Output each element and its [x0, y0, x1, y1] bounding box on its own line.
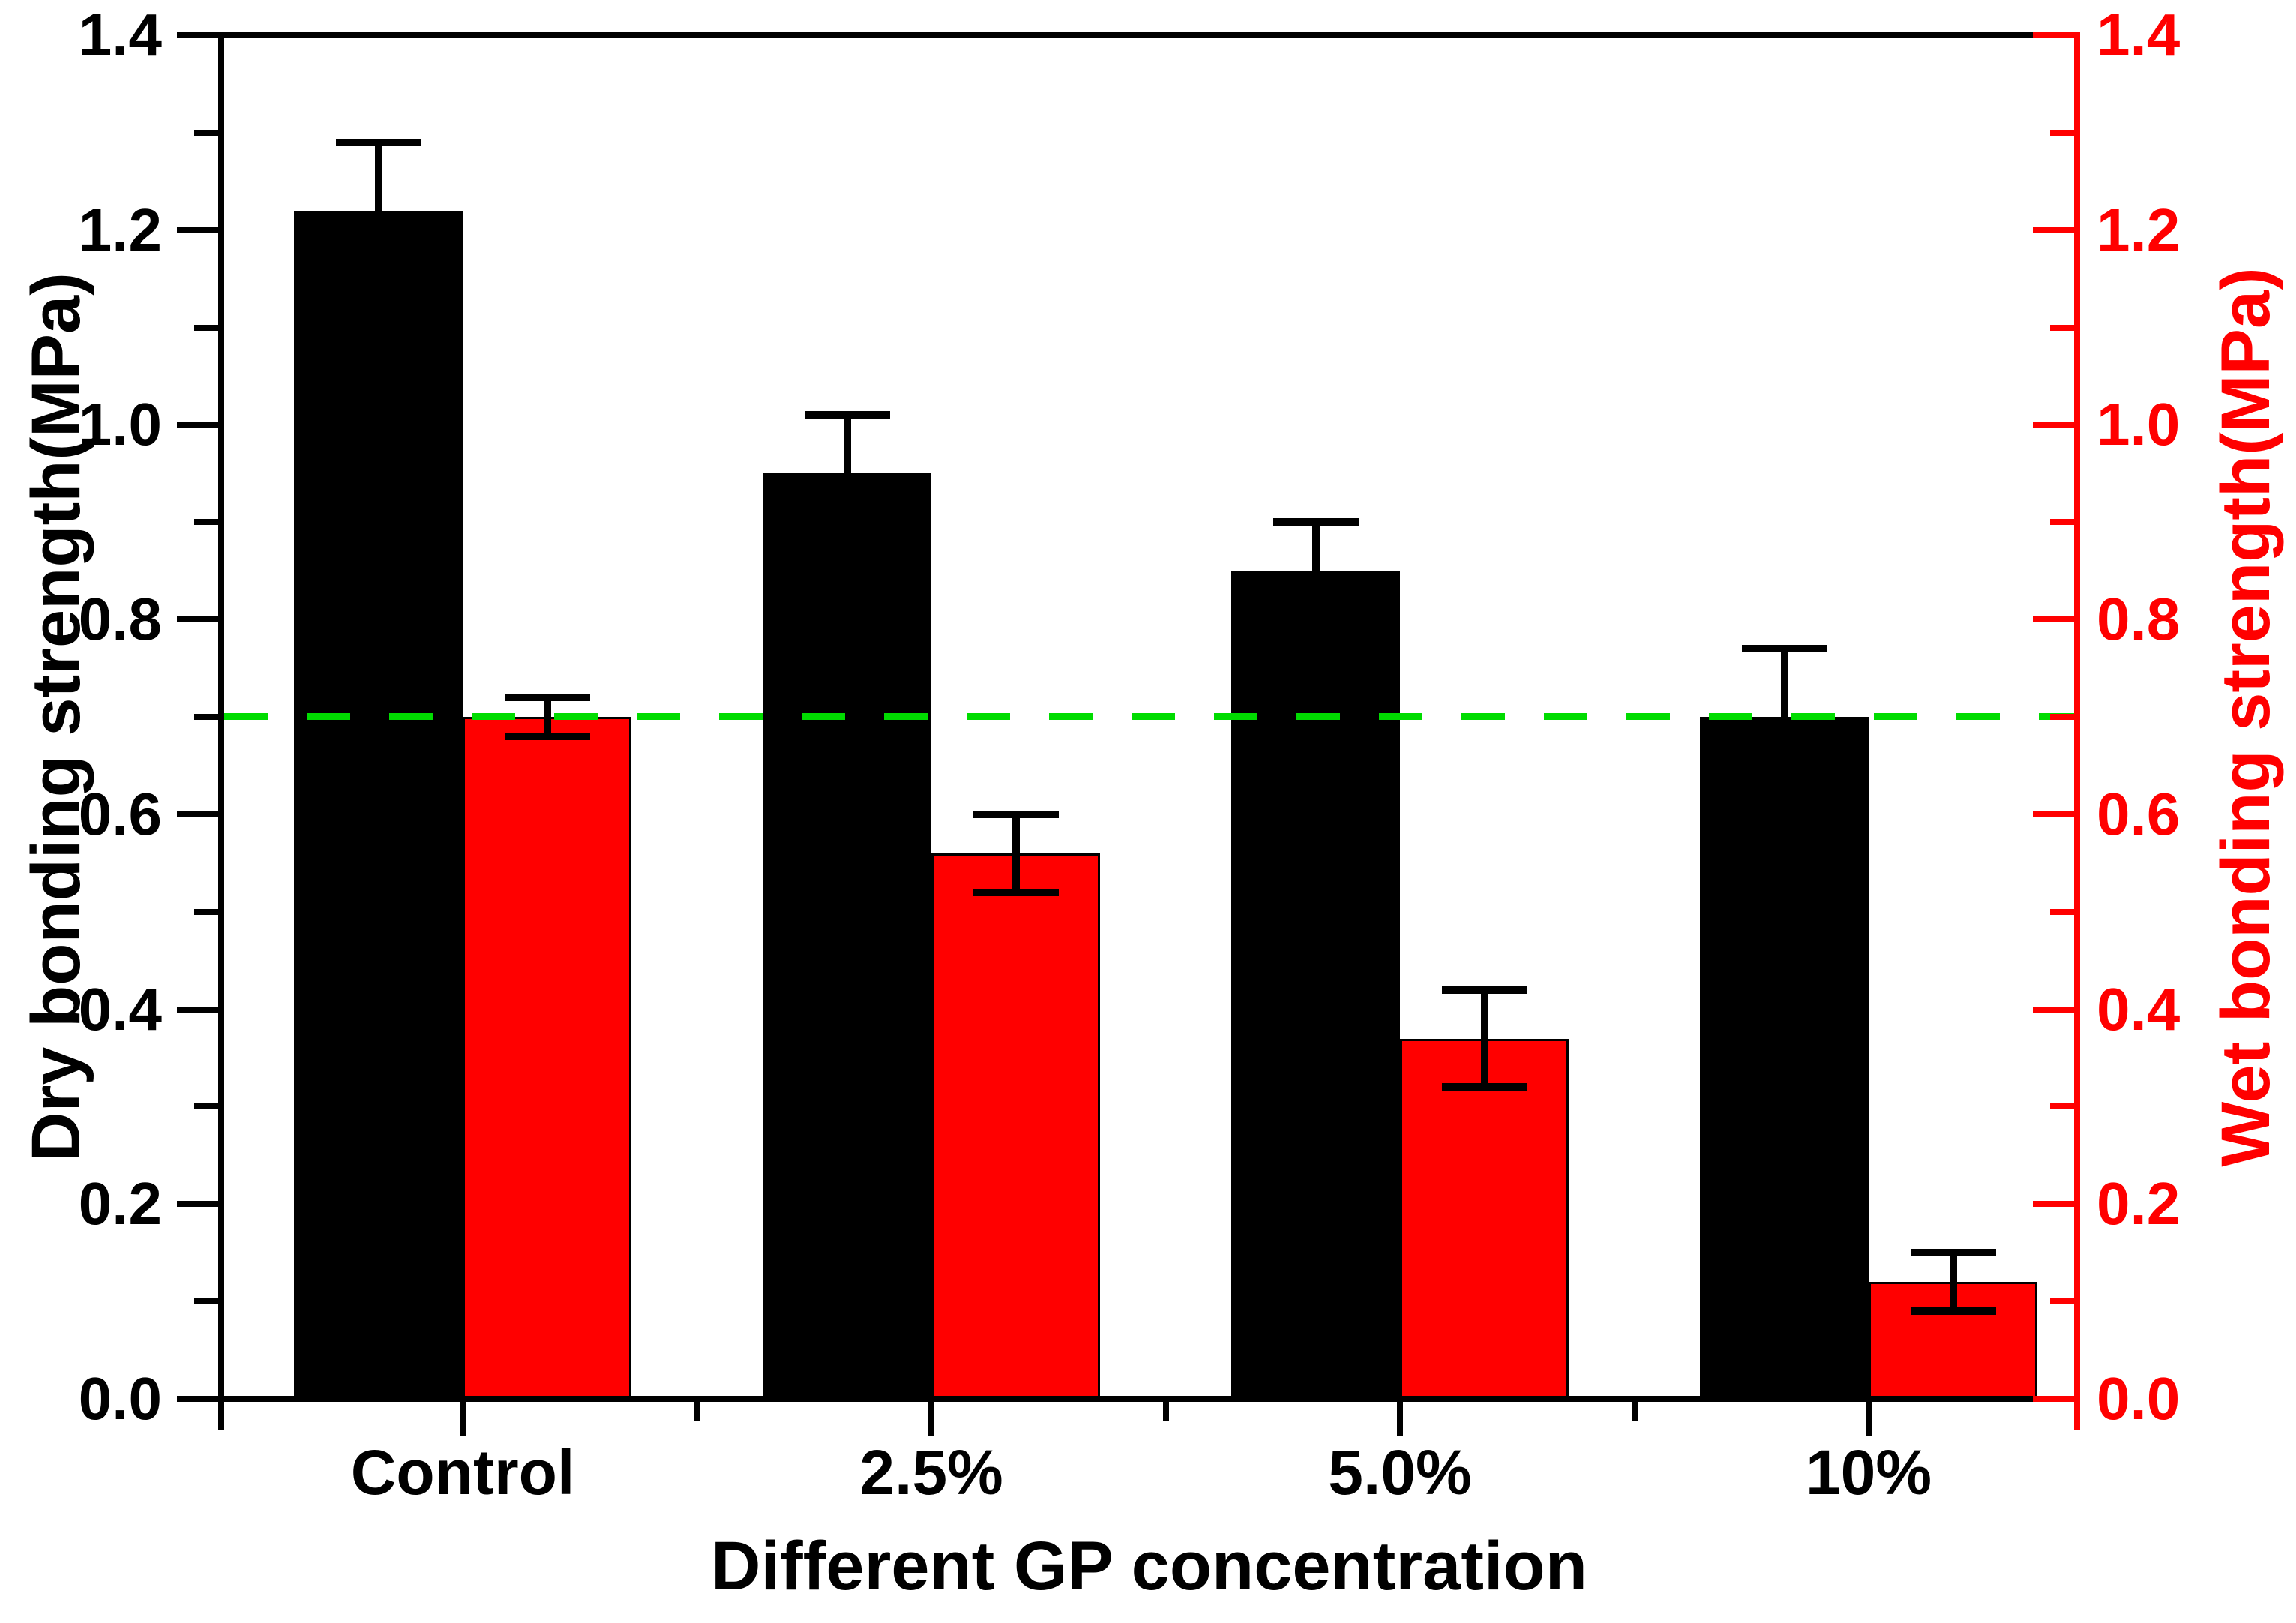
wet-errorbar-10%-cap-bottom [1910, 1307, 1996, 1316]
x-category-label-10%: 10% [1805, 1437, 1932, 1508]
left-major-tick-0.8 [177, 616, 218, 623]
left-major-tick-0.4 [177, 1006, 218, 1012]
x-minor-tick [1162, 1402, 1169, 1421]
x-minor-tick [694, 1402, 700, 1421]
wet-errorbar-Control-cap-top [504, 694, 590, 702]
right-minor-tick-0.9 [2050, 519, 2074, 526]
x-category-label-5.0%: 5.0% [1328, 1437, 1472, 1508]
right-major-tick-0.0 [2033, 1396, 2074, 1402]
dry-errorbar-Control-cap-bottom [335, 274, 421, 283]
left-minor-tick-0.1 [194, 1298, 218, 1305]
left-tick-label-0.4: 0.4 [78, 975, 162, 1042]
reference-line [224, 713, 2074, 720]
wet-bar-2.5% [931, 853, 1100, 1399]
right-major-tick-0.2 [2033, 1201, 2074, 1208]
dry-errorbar-10%-cap-top [1741, 645, 1827, 653]
wet-errorbar-2.5%-cap-top [973, 810, 1059, 818]
left-minor-tick-1.1 [194, 324, 218, 331]
left-major-tick-1.0 [177, 422, 218, 428]
left-tick-label-0.2: 0.2 [78, 1170, 162, 1238]
left-tick-label-1.2: 1.2 [78, 196, 162, 263]
right-tick-label-1.2: 1.2 [2097, 196, 2181, 263]
wet-errorbar-5.0%-cap-top [1441, 986, 1527, 994]
wet-bar-Control [463, 717, 631, 1399]
right-tick-label-1.0: 1.0 [2097, 391, 2181, 458]
left-minor-tick-1.3 [194, 129, 218, 136]
x-major-tick-5.0% [1397, 1402, 1403, 1436]
x-major-tick-10% [1866, 1402, 1872, 1436]
x-category-label-Control: Control [350, 1437, 575, 1508]
left-minor-tick-0.3 [194, 1103, 218, 1110]
dry-errorbar-5.0%-cap-top [1272, 518, 1359, 526]
y-axis-right-spine [2074, 32, 2080, 1402]
left-tick-label-0.6: 0.6 [78, 780, 162, 848]
right-major-tick-0.4 [2033, 1006, 2074, 1012]
right-tick-label-0.0: 0.0 [2097, 1365, 2181, 1432]
dry-errorbar-Control-cap-top [335, 138, 421, 146]
right-tick-label-1.4: 1.4 [2097, 2, 2181, 68]
right-minor-tick-0.5 [2050, 908, 2074, 915]
right-minor-tick-0.3 [2050, 1103, 2074, 1110]
dry-errorbar-5.0%-cap-bottom [1272, 616, 1359, 624]
left-major-tick-0.2 [177, 1201, 218, 1208]
wet-errorbar-2.5%-line [1012, 814, 1020, 892]
right-major-tick-0.8 [2033, 616, 2074, 623]
dry-errorbar-10%-cap-bottom [1741, 781, 1827, 789]
left-minor-tick-0.7 [194, 714, 218, 720]
right-tick-label-0.6: 0.6 [2097, 780, 2181, 848]
plot-frame-bottom [218, 1396, 2080, 1402]
wet-bar-5.0% [1400, 1038, 1569, 1399]
wet-errorbar-5.0%-line [1480, 989, 1488, 1088]
y-axis-left-spine [218, 32, 224, 1402]
x-major-tick-2.5% [928, 1402, 934, 1436]
wet-errorbar-2.5%-cap-bottom [973, 888, 1059, 896]
right-major-tick-0.6 [2033, 811, 2074, 818]
x-category-label-2.5%: 2.5% [859, 1437, 1003, 1508]
right-minor-tick-0.7 [2050, 714, 2074, 720]
x-corner-stub-right [2074, 1402, 2080, 1430]
right-major-tick-1.2 [2033, 226, 2074, 233]
right-major-tick-1.4 [2033, 32, 2074, 38]
right-major-tick-1.0 [2033, 422, 2074, 428]
plot-frame-top [218, 32, 2080, 38]
right-minor-tick-1.1 [2050, 324, 2074, 331]
right-minor-tick-0.1 [2050, 1298, 2074, 1305]
wet-errorbar-10%-line [1949, 1252, 1957, 1312]
dry-bar-5.0% [1231, 571, 1400, 1399]
dry-errorbar-5.0%-line [1311, 522, 1320, 620]
x-axis-title: Different GP concentration [711, 1528, 1587, 1604]
wet-errorbar-5.0%-cap-bottom [1441, 1083, 1527, 1091]
dry-errorbar-2.5%-cap-top [804, 411, 890, 419]
left-major-tick-1.2 [177, 226, 218, 233]
dry-bar-10% [1700, 717, 1869, 1399]
right-tick-label-0.8: 0.8 [2097, 586, 2181, 653]
left-major-tick-0.6 [177, 811, 218, 818]
left-tick-label-1.4: 1.4 [78, 2, 162, 68]
x-minor-tick [1631, 1402, 1638, 1421]
wet-errorbar-10%-cap-top [1910, 1249, 1996, 1257]
left-tick-label-1.0: 1.0 [78, 391, 162, 458]
wet-errorbar-Control-cap-bottom [504, 732, 590, 740]
left-minor-tick-0.9 [194, 519, 218, 526]
dry-errorbar-2.5%-line [843, 415, 851, 532]
left-tick-label-0.8: 0.8 [78, 586, 162, 653]
left-major-tick-0.0 [177, 1396, 218, 1402]
dry-bar-Control [294, 210, 463, 1399]
x-major-tick-Control [460, 1402, 466, 1436]
dry-errorbar-2.5%-cap-bottom [804, 528, 890, 536]
left-major-tick-1.4 [177, 32, 218, 38]
dry-bar-2.5% [763, 473, 931, 1399]
left-tick-label-0.0: 0.0 [78, 1365, 162, 1432]
right-minor-tick-1.3 [2050, 129, 2074, 136]
dry-errorbar-Control-line [374, 142, 382, 279]
x-corner-stub-left [218, 1402, 224, 1430]
left-minor-tick-0.5 [194, 908, 218, 915]
right-tick-label-0.2: 0.2 [2097, 1170, 2181, 1238]
right-tick-label-0.4: 0.4 [2097, 975, 2181, 1042]
